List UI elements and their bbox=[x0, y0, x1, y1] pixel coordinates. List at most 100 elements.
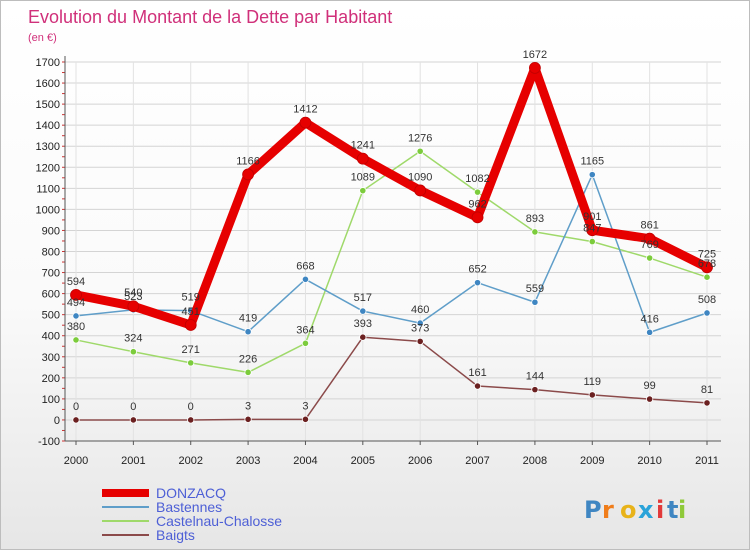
logo-letter: i bbox=[678, 496, 686, 524]
series-group bbox=[70, 61, 713, 424]
axes: -100010020030040050060070080090010001100… bbox=[36, 56, 721, 467]
data-label: 0 bbox=[130, 401, 136, 413]
data-label: 1412 bbox=[293, 104, 317, 116]
data-label: 0 bbox=[73, 401, 79, 413]
logo-letter: t bbox=[667, 496, 678, 524]
data-label: 364 bbox=[296, 324, 314, 336]
logo-letter: x bbox=[638, 496, 654, 524]
legend-entry: Castelnau-Chalosse bbox=[156, 513, 282, 529]
y-tick-label: 200 bbox=[42, 373, 60, 385]
data-label: 508 bbox=[698, 294, 716, 306]
data-label: 419 bbox=[239, 313, 257, 325]
data-label: 1672 bbox=[523, 49, 547, 61]
data-point bbox=[416, 319, 424, 327]
y-tick-label: 500 bbox=[42, 310, 60, 322]
data-label: 893 bbox=[526, 213, 544, 225]
logo-letter: P bbox=[584, 496, 602, 524]
x-tick-label: 2009 bbox=[580, 455, 604, 467]
data-point bbox=[72, 336, 80, 344]
x-tick-label: 2002 bbox=[178, 455, 202, 467]
data-point bbox=[471, 211, 484, 224]
y-tick-label: 400 bbox=[42, 331, 60, 343]
data-label: 3 bbox=[245, 400, 251, 412]
data-point bbox=[359, 187, 367, 195]
data-point bbox=[531, 298, 539, 306]
data-point bbox=[242, 168, 254, 181]
data-point bbox=[531, 228, 539, 236]
data-point bbox=[588, 171, 596, 179]
y-tick-label: 1700 bbox=[36, 57, 60, 69]
data-point bbox=[187, 416, 195, 424]
data-label: 460 bbox=[411, 304, 429, 316]
data-point bbox=[70, 288, 82, 301]
data-point bbox=[703, 273, 711, 281]
data-label: 161 bbox=[468, 367, 486, 379]
data-label: 668 bbox=[296, 260, 314, 272]
data-point bbox=[588, 238, 596, 246]
data-point bbox=[244, 328, 252, 336]
data-point bbox=[703, 309, 711, 317]
x-tick-label: 2005 bbox=[351, 455, 375, 467]
x-tick-label: 2007 bbox=[465, 455, 489, 467]
data-point bbox=[414, 184, 427, 197]
data-point bbox=[129, 416, 137, 424]
data-point bbox=[359, 333, 367, 341]
data-point bbox=[299, 116, 312, 129]
data-label: 847 bbox=[583, 223, 601, 235]
data-label: 0 bbox=[188, 401, 194, 413]
data-point bbox=[416, 337, 424, 346]
data-label: 271 bbox=[182, 344, 200, 356]
y-tick-label: 0 bbox=[54, 415, 60, 427]
data-label: 861 bbox=[640, 220, 658, 232]
data-label: 1082 bbox=[465, 173, 489, 185]
data-label: 1166 bbox=[236, 155, 260, 167]
y-tick-label: 700 bbox=[42, 268, 60, 280]
data-label: 373 bbox=[411, 322, 429, 334]
data-label: 416 bbox=[640, 313, 658, 325]
data-point bbox=[586, 224, 599, 237]
data-label: 99 bbox=[644, 380, 656, 392]
y-tick-label: 1400 bbox=[36, 120, 60, 132]
y-tick-label: 800 bbox=[42, 247, 60, 259]
data-label: 540 bbox=[124, 287, 142, 299]
data-point bbox=[473, 188, 482, 196]
data-point bbox=[646, 254, 654, 262]
data-label: 3 bbox=[302, 400, 308, 412]
y-tick-label: 1300 bbox=[36, 141, 60, 153]
data-point bbox=[701, 261, 713, 274]
data-label: 523 bbox=[124, 291, 142, 303]
data-point bbox=[129, 348, 137, 356]
data-label: 393 bbox=[354, 318, 372, 330]
data-label: 1165 bbox=[580, 156, 604, 168]
data-point bbox=[473, 279, 482, 287]
data-point bbox=[187, 359, 195, 367]
data-label: 517 bbox=[354, 292, 372, 304]
series-line bbox=[75, 173, 708, 334]
data-point bbox=[72, 312, 80, 320]
data-label: 901 bbox=[583, 211, 601, 223]
data-label: 559 bbox=[526, 283, 544, 295]
x-tick-label: 2010 bbox=[637, 455, 661, 467]
data-label: 1090 bbox=[408, 171, 432, 183]
x-tick-label: 2001 bbox=[121, 455, 145, 467]
data-label: 1241 bbox=[351, 140, 375, 152]
data-label: 652 bbox=[468, 264, 486, 276]
data-point bbox=[473, 382, 482, 390]
y-tick-label: 1600 bbox=[36, 78, 60, 90]
data-point bbox=[244, 415, 252, 423]
data-label: 519 bbox=[182, 292, 200, 304]
data-point bbox=[356, 152, 369, 165]
data-point bbox=[127, 300, 140, 313]
data-point bbox=[301, 415, 310, 423]
series-line bbox=[71, 63, 712, 330]
y-tick-label: 1500 bbox=[36, 99, 60, 111]
data-point bbox=[643, 232, 656, 245]
data-label: 1276 bbox=[408, 132, 432, 144]
data-label: 144 bbox=[526, 371, 544, 383]
data-label: 81 bbox=[701, 384, 713, 396]
x-tick-label: 2003 bbox=[236, 455, 260, 467]
x-tick-label: 2011 bbox=[695, 455, 719, 467]
